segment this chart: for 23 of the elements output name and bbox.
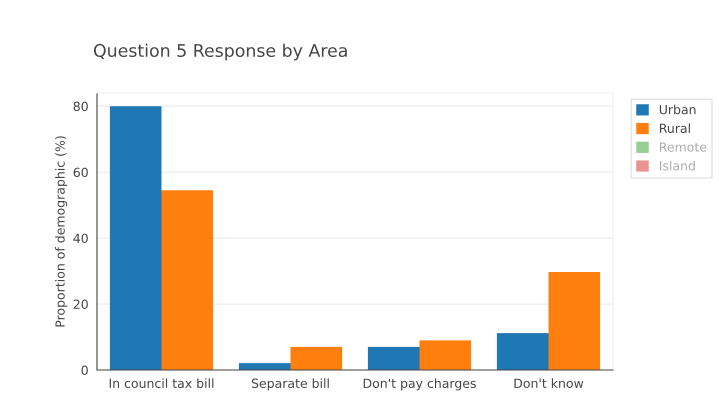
x-tick-label: Separate bill bbox=[252, 378, 329, 390]
y-tick-label: 60 bbox=[74, 168, 88, 178]
bar bbox=[496, 333, 548, 370]
bar bbox=[368, 346, 420, 370]
bar bbox=[110, 106, 162, 370]
chart-title: Question 5 Response by Area bbox=[94, 44, 347, 60]
bar bbox=[162, 190, 214, 370]
legend-label: Island bbox=[660, 160, 695, 170]
legend-label: Urban bbox=[660, 104, 696, 114]
y-tick-label: 20 bbox=[74, 300, 88, 309]
legend-label: Remote bbox=[660, 142, 706, 152]
x-tick-label: In council tax bill bbox=[110, 378, 214, 388]
x-tick-label: Don't pay charges bbox=[364, 378, 476, 390]
y-tick-label: 80 bbox=[74, 102, 88, 112]
x-tick-label: Don't know bbox=[514, 378, 584, 388]
bar bbox=[238, 363, 290, 370]
bar bbox=[290, 346, 342, 370]
bar bbox=[420, 340, 472, 370]
y-tick-label: 40 bbox=[73, 234, 88, 244]
y-axis-title: Proportion of demographic (%) bbox=[55, 136, 68, 327]
bar bbox=[548, 272, 600, 370]
legend-label: Rural bbox=[660, 123, 690, 134]
y-tick-label: 0 bbox=[82, 365, 88, 375]
